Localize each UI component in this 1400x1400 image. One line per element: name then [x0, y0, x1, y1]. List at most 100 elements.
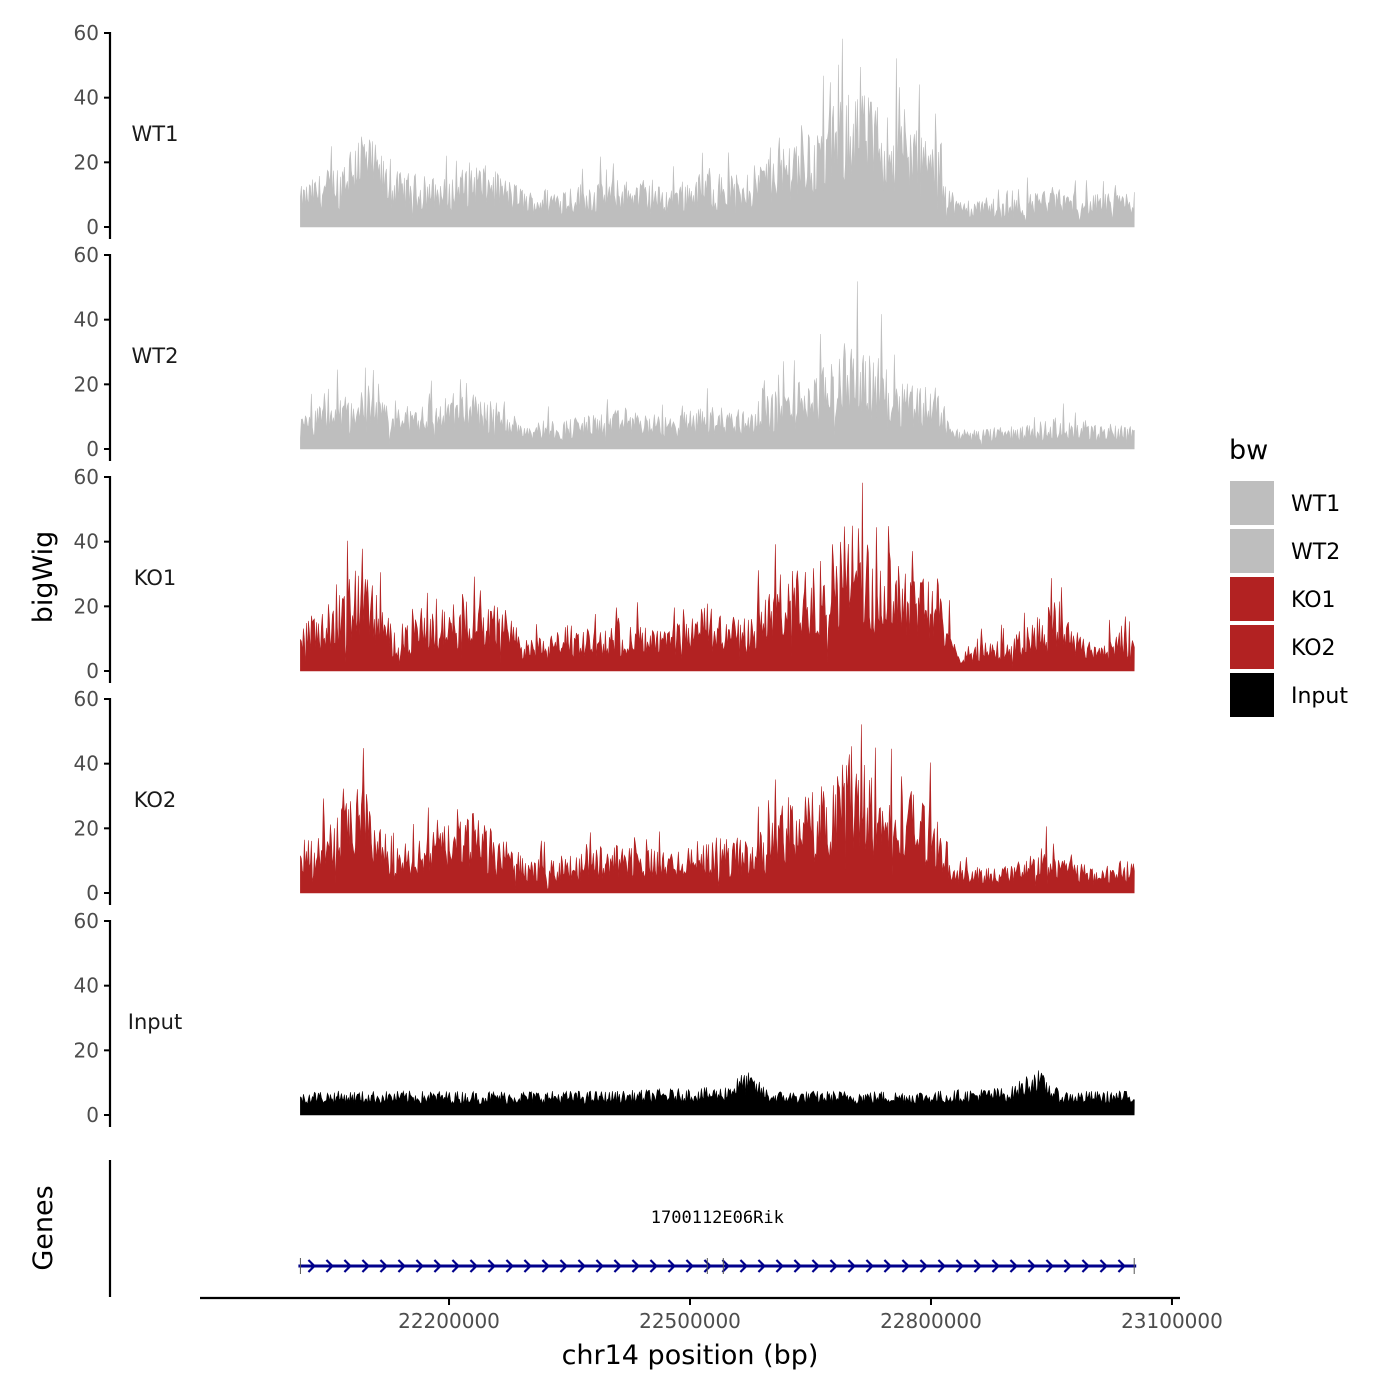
strand-arrow: [937, 1259, 946, 1273]
strand-arrow: [829, 1259, 838, 1273]
strand-arrow: [955, 1259, 964, 1273]
strand-arrow: [343, 1259, 352, 1273]
strand-arrow: [487, 1259, 496, 1273]
strand-arrow: [739, 1259, 748, 1273]
x-axis: 22200000 22500000 22800000 23100000: [200, 1296, 1223, 1333]
strand-arrow: [559, 1259, 568, 1273]
strand-arrow: [901, 1259, 910, 1273]
strand-arrow: [1027, 1259, 1036, 1273]
strand-arrow: [631, 1259, 640, 1273]
y-tick-label: 60: [74, 909, 99, 933]
x-tick-label: 22800000: [880, 1309, 982, 1333]
strand-arrow: [667, 1259, 676, 1273]
strand-arrow: [793, 1259, 802, 1273]
signal-area-wt2: [300, 281, 1135, 450]
y-tick-label: 60: [74, 465, 99, 489]
strand-arrow: [1117, 1259, 1126, 1273]
strand-arrow: [685, 1259, 694, 1273]
x-axis-title: chr14 position (bp): [562, 1340, 819, 1371]
legend-swatch-ko1: [1230, 577, 1274, 621]
strand-arrow: [703, 1259, 712, 1273]
strand-arrow: [361, 1259, 370, 1273]
track-ko2: 0 20 40 60 KO2: [74, 687, 1135, 905]
track-wt1: 0 20 40 60 WT1: [74, 21, 1135, 239]
y-tick-label: 60: [74, 687, 99, 711]
strand-arrow: [505, 1259, 514, 1273]
y-tick-label: 20: [74, 150, 99, 174]
track-input: 0 20 40 60 Input: [74, 909, 1135, 1127]
strand-arrow: [577, 1259, 586, 1273]
gene-track: 1700112E06Rik: [108, 1160, 1137, 1297]
strand-arrow: [991, 1259, 1000, 1273]
strand-arrow: [883, 1259, 892, 1273]
y-tick-label: 60: [74, 21, 99, 45]
legend-swatch-wt1: [1230, 481, 1274, 525]
y-tick-label: 0: [86, 881, 99, 905]
x-tick-label: 22500000: [639, 1309, 741, 1333]
track-label-wt1: WT1: [132, 122, 179, 146]
strand-arrow: [469, 1259, 478, 1273]
legend-label-wt2: WT2: [1291, 540, 1340, 565]
signal-area-wt1: [300, 38, 1135, 228]
signal-area-input: [300, 1070, 1135, 1116]
strand-arrow: [973, 1259, 982, 1273]
gene-label: 1700112E06Rik: [651, 1208, 784, 1228]
signal-area-ko1: [300, 482, 1135, 672]
strand-arrow: [1099, 1259, 1108, 1273]
strand-arrow: [595, 1259, 604, 1273]
legend-title: bw: [1229, 435, 1268, 466]
y-tick-label: 40: [74, 974, 99, 998]
y-tick-label: 40: [74, 308, 99, 332]
track-wt2: 0 20 40 60 WT2: [74, 243, 1135, 461]
strand-arrow: [919, 1259, 928, 1273]
track-label-input: Input: [128, 1010, 182, 1034]
strand-arrow: [397, 1259, 406, 1273]
legend-swatch-ko2: [1230, 625, 1274, 669]
strand-arrow: [847, 1259, 856, 1273]
legend-label-ko2: KO2: [1291, 636, 1336, 661]
x-tick-label: 23100000: [1121, 1309, 1223, 1333]
strand-arrow: [1063, 1259, 1072, 1273]
y-tick-label: 0: [86, 659, 99, 683]
y-tick-label: 40: [74, 530, 99, 554]
strand-arrow: [649, 1259, 658, 1273]
legend-label-ko1: KO1: [1291, 588, 1336, 613]
strand-arrow: [451, 1259, 460, 1273]
y-tick-label: 20: [74, 816, 99, 840]
strand-arrow: [379, 1259, 388, 1273]
strand-arrow: [721, 1259, 730, 1273]
y-axis-title: bigWig: [28, 531, 59, 624]
track-label-ko1: KO1: [134, 566, 177, 590]
strand-arrow: [523, 1259, 532, 1273]
strand-arrow: [1009, 1259, 1018, 1273]
strand-arrow: [325, 1259, 334, 1273]
legend-label-input: Input: [1291, 684, 1348, 709]
tracks-layer: 0 20 40 60 WT1 0 20 40 60 WT2 0 20 40 60 KO1 0 20 40 60 KO2…: [74, 21, 1135, 1127]
legend-swatch-wt2: [1230, 529, 1274, 573]
strand-arrow: [757, 1259, 766, 1273]
track-ko1: 0 20 40 60 KO1: [74, 465, 1135, 683]
strand-arrow: [775, 1259, 784, 1273]
y-tick-label: 0: [86, 437, 99, 461]
gene-1700112E06Rik: 1700112E06Rik: [298, 1208, 1137, 1274]
legend-label-wt1: WT1: [1291, 492, 1340, 517]
strand-arrow: [433, 1259, 442, 1273]
y-tick-label: 20: [74, 594, 99, 618]
strand-arrow: [1045, 1259, 1054, 1273]
strand-arrow: [415, 1259, 424, 1273]
strand-arrow: [613, 1259, 622, 1273]
y-tick-label: 20: [74, 1038, 99, 1062]
y-tick-label: 0: [86, 215, 99, 239]
y-tick-label: 40: [74, 752, 99, 776]
y-tick-label: 0: [86, 1103, 99, 1127]
track-label-wt2: WT2: [132, 344, 179, 368]
x-tick-label: 22200000: [398, 1309, 500, 1333]
y-tick-label: 60: [74, 243, 99, 267]
strand-arrow: [541, 1259, 550, 1273]
legend-swatch-input: [1230, 673, 1274, 717]
genes-axis-title: Genes: [28, 1185, 59, 1270]
strand-arrow: [865, 1259, 874, 1273]
y-tick-label: 20: [74, 372, 99, 396]
legend: bw WT1 WT2 KO1 KO2 Input: [1229, 435, 1348, 717]
